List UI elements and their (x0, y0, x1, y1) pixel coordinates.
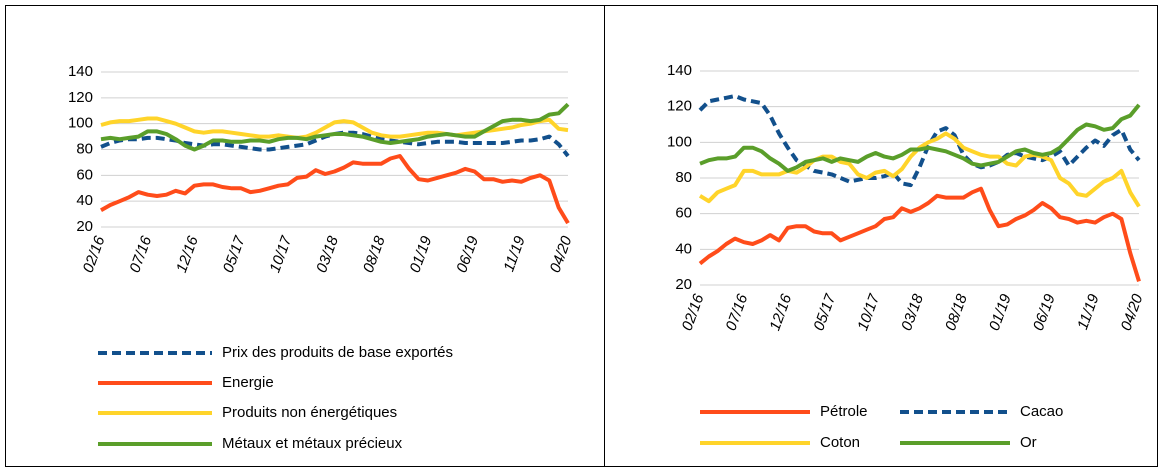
series-line (100, 116, 569, 140)
y-tick-label: 20 (675, 276, 692, 293)
x-tick-label: 03/18 (898, 291, 927, 333)
x-tick-label: 06/19 (1030, 291, 1059, 333)
y-tick-label: 40 (76, 192, 93, 209)
series-line (699, 103, 1141, 173)
x-tick-label: 05/17 (810, 291, 839, 333)
y-tick-label: 120 (68, 89, 93, 106)
x-tick-label: 10/17 (266, 233, 295, 275)
series-line (100, 102, 570, 152)
x-tick-label: 08/18 (942, 291, 971, 333)
legend-label: Coton (820, 434, 860, 451)
legend-label: Produits non énergétiques (222, 404, 397, 421)
frame (5, 5, 1158, 467)
x-tick-label: 12/16 (766, 291, 795, 333)
legend-label: Energie (222, 374, 274, 391)
y-tick-label: 20 (76, 218, 93, 235)
y-tick-label: 140 (68, 63, 93, 80)
y-tick-label: 80 (675, 169, 692, 186)
y-tick-label: 120 (667, 98, 692, 115)
y-tick-label: 80 (76, 140, 93, 157)
x-tick-label: 08/18 (360, 233, 389, 275)
legend-label: Pétrole (820, 403, 868, 420)
x-tick-label: 03/18 (313, 233, 342, 275)
y-tick-label: 60 (675, 205, 692, 222)
legend-label: Cacao (1020, 403, 1063, 420)
x-tick-label: 01/19 (986, 291, 1015, 333)
x-tick-label: 11/19 (1074, 291, 1103, 332)
x-tick-label: 01/19 (407, 233, 436, 275)
series-line (698, 131, 1141, 208)
y-tick-label: 40 (675, 240, 692, 257)
x-tick-label: 06/19 (453, 233, 482, 275)
y-tick-label: 60 (76, 166, 93, 183)
x-tick-label: 10/17 (854, 291, 883, 333)
series-line (698, 186, 1141, 282)
legend-label: Métaux et métaux précieux (222, 435, 403, 452)
y-tick-label: 100 (667, 133, 692, 150)
y-tick-label: 140 (667, 62, 692, 79)
x-tick-label: 04/20 (1118, 291, 1147, 333)
x-tick-label: 07/16 (723, 291, 752, 333)
x-tick-label: 11/19 (500, 233, 529, 274)
series-line (100, 154, 570, 225)
legend-label: Prix des produits de base exportés (222, 344, 453, 361)
x-tick-label: 04/20 (547, 233, 576, 275)
x-tick-label: 02/16 (679, 291, 708, 333)
x-tick-label: 02/16 (80, 233, 109, 275)
series-line (698, 94, 1141, 188)
legend-label: Or (1020, 434, 1037, 451)
x-tick-label: 12/16 (173, 233, 202, 275)
x-tick-label: 07/16 (126, 233, 155, 275)
y-tick-label: 100 (68, 115, 93, 132)
x-tick-label: 05/17 (220, 233, 249, 275)
